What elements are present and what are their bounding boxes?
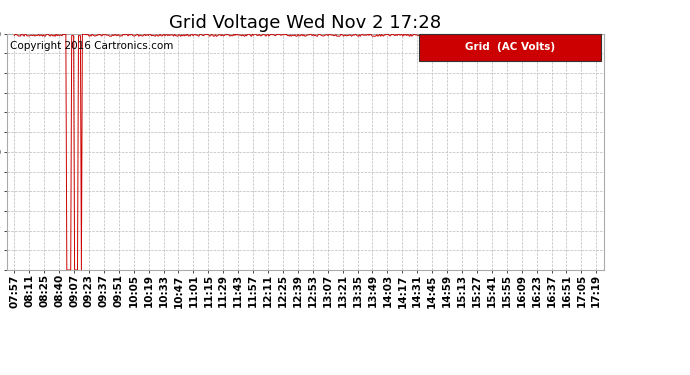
Text: Grid  (AC Volts): Grid (AC Volts) — [464, 42, 555, 52]
Bar — [419, 34, 601, 61]
Text: Copyright 2016 Cartronics.com: Copyright 2016 Cartronics.com — [10, 41, 173, 51]
Title: Grid Voltage Wed Nov 2 17:28: Grid Voltage Wed Nov 2 17:28 — [169, 14, 442, 32]
